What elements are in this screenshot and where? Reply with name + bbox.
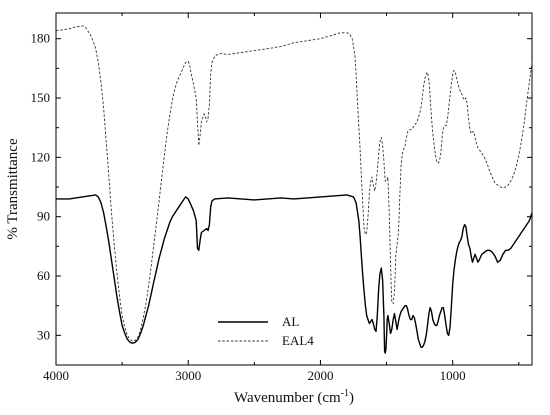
- y-tick-label: 180: [31, 31, 51, 46]
- x-axis-label: Wavenumber (cm-1): [234, 388, 354, 406]
- legend-label-al: AL: [282, 314, 299, 329]
- y-tick-label: 90: [37, 209, 50, 224]
- y-tick-label: 60: [37, 268, 50, 283]
- y-tick-label: 150: [31, 90, 51, 105]
- series-layer: [55, 25, 533, 354]
- x-tick-label: 2000: [307, 368, 333, 383]
- x-tick-label: 3000: [175, 368, 201, 383]
- x-tick-label: 4000: [43, 368, 69, 383]
- y-tick-label: 120: [31, 149, 51, 164]
- legend: AL EAL4: [218, 314, 314, 348]
- axis-ticks: 4000 3000 2000 1000 30 60 90 120 150 180: [31, 13, 532, 383]
- series-line-al: [56, 194, 533, 354]
- plot-frame: [55, 12, 533, 366]
- series-line-eal4: [55, 25, 533, 342]
- x-tick-label: 1000: [440, 368, 466, 383]
- y-axis-label: % Transmittance: [5, 138, 21, 240]
- legend-label-eal4: EAL4: [282, 333, 314, 348]
- y-tick-label: 30: [37, 327, 50, 342]
